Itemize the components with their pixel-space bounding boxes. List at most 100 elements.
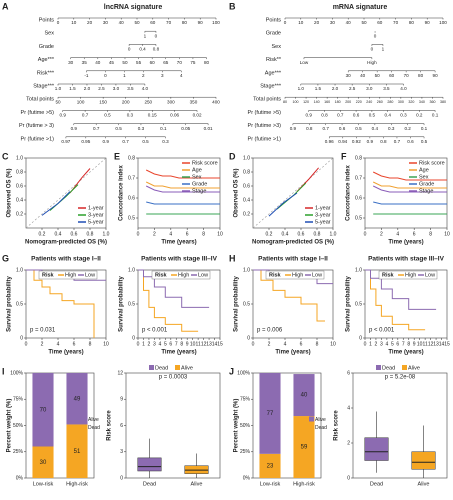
- panel-label: C: [2, 151, 9, 161]
- row-tick-label: 90: [433, 73, 439, 78]
- x-tick-label: Low-risk: [33, 481, 54, 487]
- legend-label: Dead: [382, 365, 395, 371]
- legend-label: Alive: [88, 417, 99, 423]
- row-tick-label: 0.5: [369, 113, 376, 118]
- row-tick-label: 0.06: [170, 113, 179, 118]
- row-tick-label: 340: [419, 100, 425, 104]
- x-tick-label: Dead: [370, 481, 383, 487]
- row-tick-label: 1: [382, 47, 385, 52]
- y-axis-label: Concordance index: [346, 165, 352, 221]
- bar-segment: [293, 416, 315, 478]
- x-tick-label: 8: [180, 341, 183, 347]
- y-tick-label: 0: [132, 335, 135, 341]
- row-tick-label: 60: [377, 20, 383, 25]
- legend-label: Low: [198, 272, 208, 278]
- row-tick-label: 350: [190, 99, 198, 104]
- panel-label: A: [2, 1, 9, 11]
- x-tick-label: 0: [137, 231, 140, 237]
- x-tick-label: 0: [252, 341, 255, 347]
- y-tick-label: 0.8: [128, 155, 135, 161]
- row-tick-label: 10: [298, 20, 304, 25]
- plot-frame: [352, 372, 448, 479]
- x-tick-label: 11: [196, 341, 201, 347]
- y-tick-label: 0.5: [128, 301, 135, 307]
- bar-segment: [259, 453, 281, 478]
- panel-label: B: [229, 1, 236, 11]
- chart-title: Patients with stage I–II: [31, 256, 101, 263]
- legend-title: Risk: [155, 272, 168, 278]
- row-tick-label: 0.4: [139, 47, 146, 52]
- row-label: Sex: [45, 31, 55, 37]
- x-tick-label: 1: [369, 341, 372, 347]
- legend-swatch: [82, 416, 87, 422]
- value-label: 51: [74, 449, 81, 455]
- row-tick-label: 35: [82, 60, 88, 65]
- row-tick-label: 0.95: [81, 139, 90, 144]
- row-tick-label: 0.6: [407, 139, 414, 144]
- row-tick-label: 220: [356, 100, 362, 104]
- legend-label: Dead: [155, 365, 168, 371]
- row-label: Sex: [272, 44, 282, 50]
- row-label: Pr (futime > 3): [19, 123, 54, 129]
- legend-box: [265, 270, 325, 280]
- row-tick-label: 0.5: [355, 126, 362, 131]
- row-tick-label: 0.5: [142, 139, 149, 144]
- row-tick-label: 60: [389, 73, 395, 78]
- plot-frame: [252, 157, 334, 229]
- p-value: p < 0.001: [369, 328, 395, 334]
- legend-title: Risk: [269, 272, 282, 278]
- legend-label: Age: [419, 167, 429, 173]
- legend-label: 5-year: [88, 219, 104, 225]
- x-tick-label: 6: [169, 341, 172, 347]
- x-tick-label: Alive: [191, 481, 203, 487]
- row-tick-label: 60: [150, 20, 156, 25]
- y-tick-label: 0.4: [243, 197, 250, 203]
- chart-title: mRNA signature: [333, 4, 388, 11]
- legend-label: Risk score: [419, 160, 445, 166]
- legend-label: Alive: [408, 365, 420, 371]
- x-tick-label: 12: [201, 341, 207, 347]
- legend-label: 1-year: [315, 205, 331, 211]
- legend-label: High: [292, 272, 303, 278]
- series-line: [146, 201, 220, 205]
- series-line: [41, 191, 71, 216]
- row-label: Age***: [265, 70, 282, 76]
- row-tick-label: 40: [119, 20, 125, 25]
- y-tick-label: 0.5: [243, 301, 250, 307]
- x-tick-label: 10: [217, 231, 223, 237]
- row-tick-label: 45: [109, 60, 115, 65]
- y-tick-label: 2: [347, 440, 350, 446]
- row-tick-label: 320: [408, 100, 414, 104]
- row-tick-label: 0.01: [204, 126, 213, 131]
- value-label: 49: [74, 396, 81, 402]
- x-tick-label: 4: [385, 341, 388, 347]
- legend-box: [38, 270, 98, 280]
- legend-label: Alive: [181, 365, 193, 371]
- y-tick-label: 0.8: [243, 169, 250, 175]
- legend-label: Grade: [419, 181, 434, 187]
- row-tick-label: 2.0: [84, 86, 91, 91]
- series-line: [372, 185, 447, 193]
- legend-label: Low: [85, 272, 95, 278]
- row-tick-label: 70: [404, 73, 410, 78]
- row-tick-label: 20: [87, 20, 93, 25]
- x-tick-label: 8: [316, 341, 319, 347]
- row-tick-label: 200: [122, 99, 130, 104]
- row-tick-label: 0.8: [153, 47, 160, 52]
- series-line: [253, 269, 325, 322]
- x-tick-label: High-risk: [293, 481, 315, 487]
- y-axis-label: Risk score: [334, 410, 340, 441]
- row-tick-label: 3.0: [366, 86, 373, 91]
- row-tick-label: 0.3: [127, 113, 134, 118]
- y-tick-label: 1.0: [16, 155, 23, 161]
- bar-segment: [259, 373, 281, 454]
- row-tick-label: 1.5: [315, 86, 322, 91]
- y-axis-label: Survival probability: [119, 275, 125, 331]
- x-tick-label: 3: [153, 341, 156, 347]
- row-tick-label: 2: [142, 73, 145, 78]
- value-label: 30: [40, 460, 47, 466]
- row-tick-label: 100: [439, 20, 447, 25]
- x-tick-label: 13: [206, 341, 212, 347]
- x-tick-label: 6: [73, 341, 76, 347]
- y-tick-label: 0.6: [16, 183, 23, 189]
